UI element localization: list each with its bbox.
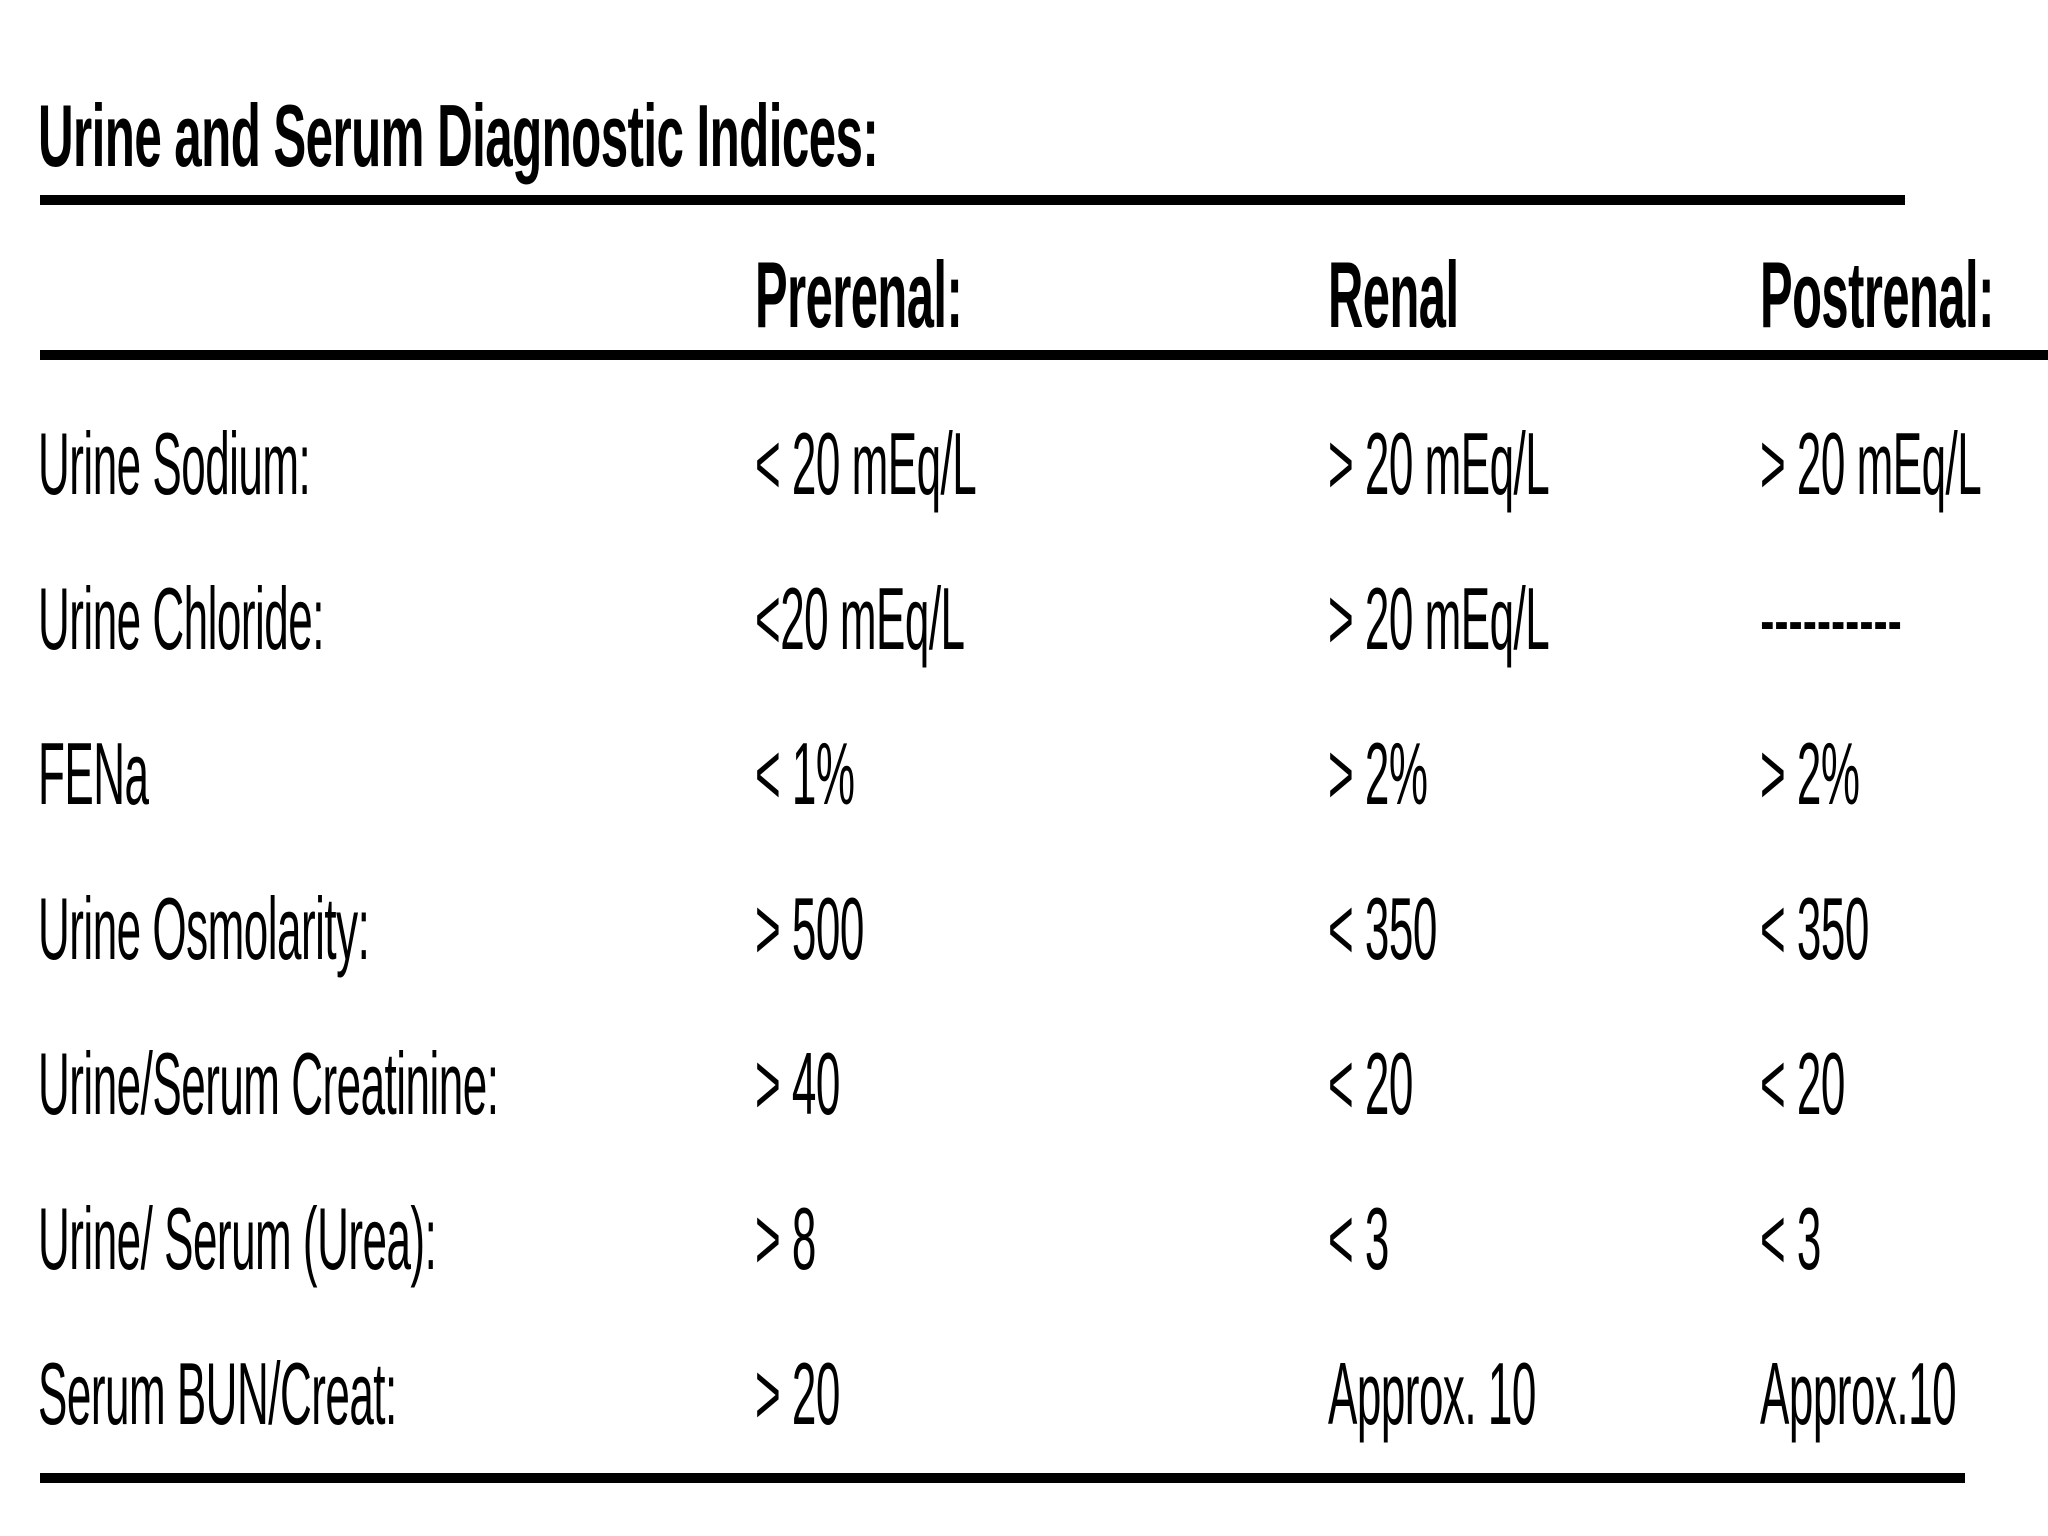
table-cell: > 20 mEq/L (1760, 414, 1982, 513)
table-cell: < 1% (755, 724, 855, 823)
table-cell: > 20 mEq/L (1328, 569, 1550, 668)
table-cell: < 20 (1760, 1034, 1845, 1133)
row-label-urine-chloride: Urine Chloride: (38, 569, 324, 668)
row-label-urine-sodium: Urine Sodium: (38, 414, 311, 513)
table-cell: > 40 (755, 1034, 840, 1133)
table-cell: Approx. 10 (1328, 1344, 1536, 1443)
title-underline (40, 195, 1905, 205)
header-rule (40, 350, 2048, 360)
table-cell: < 20 (1328, 1034, 1413, 1133)
table-cell: <20 mEq/L (755, 569, 965, 668)
table-cell: > 500 (755, 879, 864, 978)
table-cell: > 8 (755, 1189, 816, 1288)
table-cell: > 2% (1760, 724, 1860, 823)
table-cell: < 3 (1760, 1189, 1821, 1288)
column-header-prerenal: Prerenal: (755, 242, 963, 347)
table-cell: < 350 (1328, 879, 1437, 978)
table-cell: < 3 (1328, 1189, 1389, 1288)
table-cell: > 20 mEq/L (1328, 414, 1550, 513)
row-label-urine-osmolarity: Urine Osmolarity: (38, 879, 370, 978)
table-cell: > 20 (755, 1344, 840, 1443)
table-cell: Approx.10 (1760, 1344, 1957, 1443)
column-header-postrenal: Postrenal: (1760, 242, 1994, 347)
table-cell: < 20 mEq/L (755, 414, 977, 513)
column-header-renal: Renal (1328, 242, 1459, 347)
row-label-urine-serum-creatinine: Urine/Serum Creatinine: (38, 1034, 499, 1133)
table-cell: ---------- (1760, 569, 1902, 668)
bottom-rule (40, 1473, 1965, 1483)
document-title: Urine and Serum Diagnostic Indices: (38, 86, 879, 185)
row-label-fena: FENa (38, 724, 149, 823)
table-cell: > 2% (1328, 724, 1428, 823)
row-label-serum-bun-creat: Serum BUN/Creat: (38, 1344, 397, 1443)
table-cell: < 350 (1760, 879, 1869, 978)
row-label-urine-serum-urea: Urine/ Serum (Urea): (38, 1189, 437, 1288)
